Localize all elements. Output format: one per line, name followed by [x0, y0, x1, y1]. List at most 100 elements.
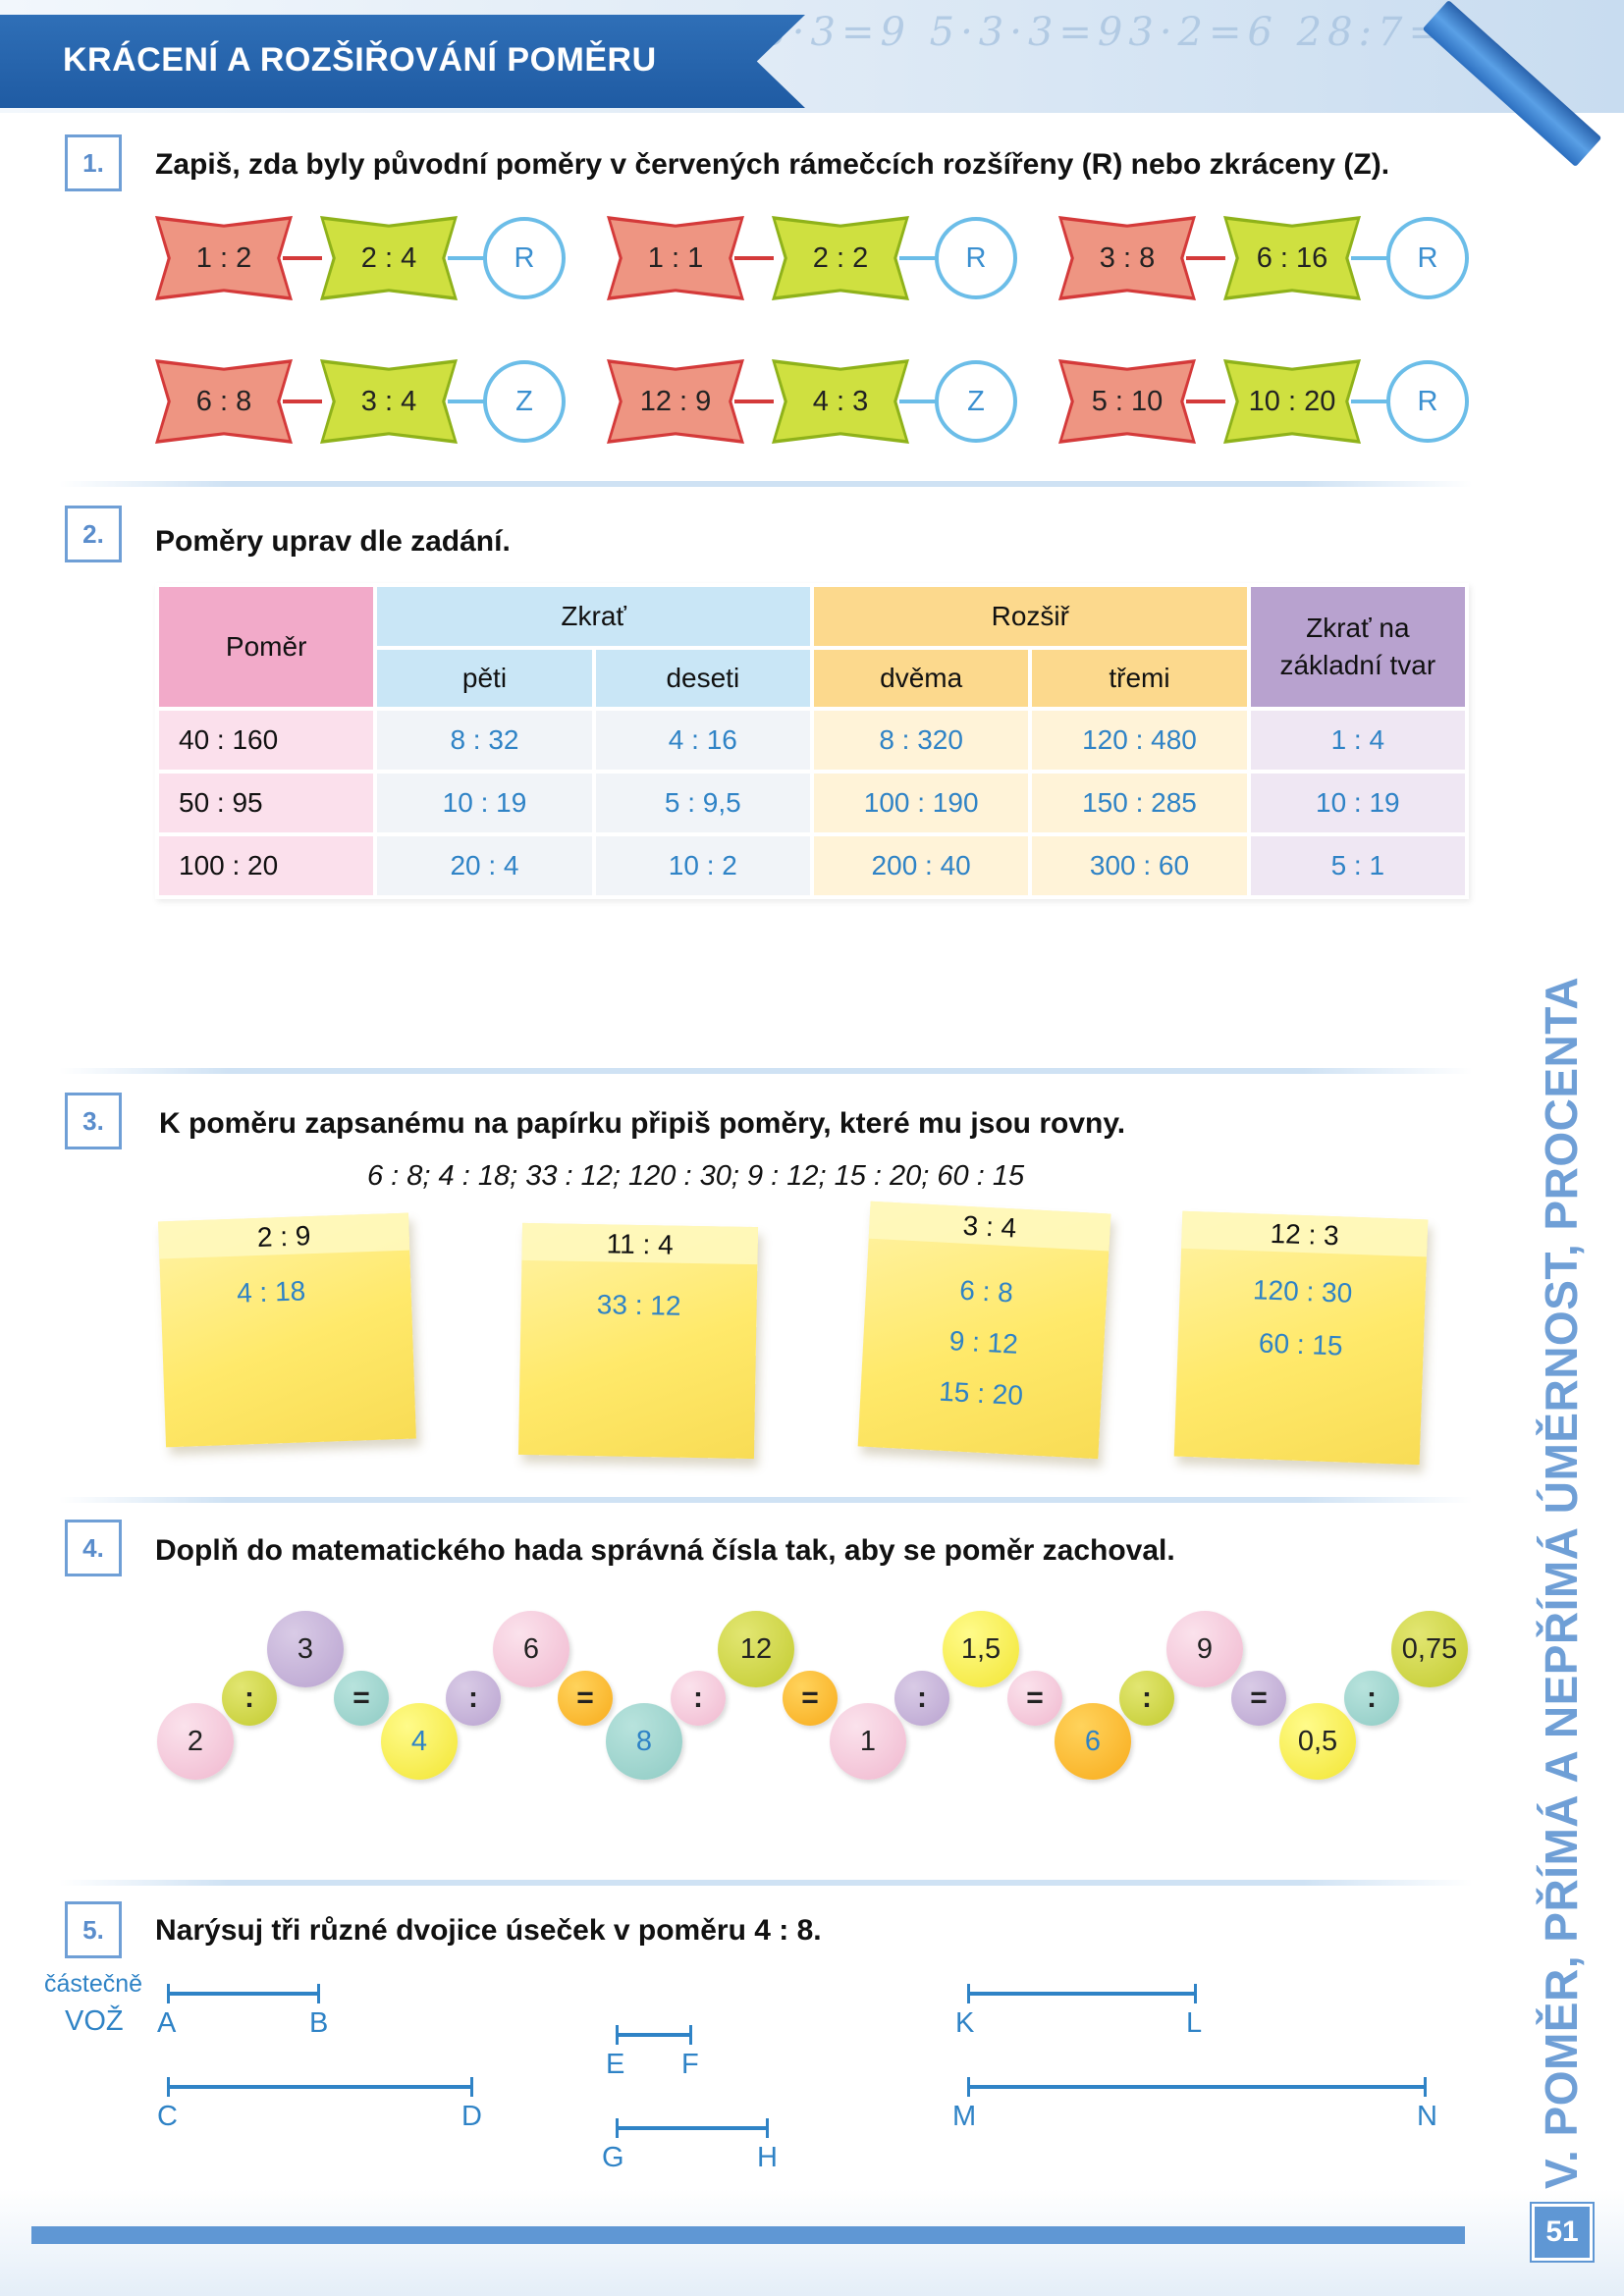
answer-circle[interactable]: Z [935, 360, 1017, 443]
cell-answer[interactable]: 100 : 190 [813, 774, 1029, 832]
answer-circle[interactable]: Z [483, 360, 566, 443]
result-ratio-frame: 3 : 4 [320, 359, 458, 444]
cell-answer[interactable]: 10 : 19 [377, 774, 592, 832]
original-ratio-frame: 3 : 8 [1058, 216, 1196, 300]
note-answer[interactable]: 9 : 12 [948, 1325, 1019, 1360]
cell-answer[interactable]: 10 : 2 [595, 836, 810, 895]
result-ratio: 3 : 4 [360, 385, 417, 417]
number-bubble[interactable]: 4 [381, 1703, 458, 1780]
footer-bar [31, 2226, 1465, 2244]
original-ratio: 1 : 1 [647, 241, 704, 274]
separator [59, 1497, 1473, 1503]
number-bubble[interactable]: 9 [1166, 1611, 1243, 1687]
operator-bubble: : [1344, 1671, 1399, 1726]
header-zakladni: Zkrať na základní tvar [1250, 587, 1465, 707]
point-label: G [602, 2142, 624, 2173]
sticky-note: 12 : 3 120 : 30 60 : 15 [1173, 1210, 1429, 1466]
segment-ef [616, 2025, 692, 2045]
task-1-text: Zapiš, zda byly původní poměry v červený… [155, 148, 1390, 181]
number-bubble[interactable]: 6 [493, 1611, 569, 1687]
original-ratio: 6 : 8 [195, 385, 252, 417]
number-bubble[interactable]: 8 [606, 1703, 682, 1780]
separator [59, 1068, 1473, 1074]
note-answer[interactable]: 15 : 20 [938, 1375, 1024, 1412]
note-answer[interactable]: 60 : 15 [1258, 1327, 1344, 1362]
number-bubble[interactable]: 0,75 [1391, 1611, 1468, 1687]
cell-answer[interactable]: 5 : 1 [1250, 836, 1465, 895]
note-answer[interactable]: 120 : 30 [1252, 1274, 1353, 1308]
operator-bubble: = [783, 1671, 838, 1726]
point-label: B [309, 2007, 329, 2039]
number-bubble[interactable]: 3 [267, 1611, 344, 1687]
table-row: 50 : 95 10 : 19 5 : 9,5 100 : 190 150 : … [159, 774, 1465, 832]
result-ratio: 10 : 20 [1248, 385, 1336, 417]
result-ratio-frame: 2 : 2 [772, 216, 909, 300]
number-bubble[interactable]: 0,5 [1279, 1703, 1356, 1780]
cell-answer[interactable]: 120 : 480 [1032, 711, 1247, 770]
connector-line [734, 400, 774, 403]
number-bubble[interactable]: 1,5 [943, 1611, 1019, 1687]
cell-answer[interactable]: 8 : 320 [813, 711, 1029, 770]
table-row: 100 : 20 20 : 4 10 : 2 200 : 40 300 : 60… [159, 836, 1465, 895]
sticky-note: 2 : 9 4 : 18 [158, 1212, 416, 1448]
operator-bubble: : [446, 1671, 501, 1726]
cell-answer[interactable]: 8 : 32 [377, 711, 592, 770]
result-ratio: 4 : 3 [812, 385, 869, 417]
ratio-table: Poměr Zkrať Rozšiř Zkrať na základní tva… [155, 583, 1469, 899]
original-ratio-frame: 1 : 1 [607, 216, 744, 300]
cell-pomer: 50 : 95 [159, 774, 374, 832]
connector-line [1351, 256, 1390, 260]
cell-answer[interactable]: 300 : 60 [1032, 836, 1247, 895]
point-label: K [955, 2007, 975, 2039]
note-answer[interactable]: 6 : 8 [958, 1274, 1014, 1308]
title-banner [0, 15, 805, 108]
point-label: D [461, 2101, 482, 2132]
number-bubble[interactable]: 12 [718, 1611, 794, 1687]
connector-line [899, 400, 939, 403]
note-answer[interactable]: 33 : 12 [596, 1289, 681, 1321]
header-deseti: deseti [595, 650, 810, 707]
connector-line [283, 256, 322, 260]
sticky-note: 3 : 4 6 : 8 9 : 12 15 : 20 [857, 1201, 1111, 1460]
number-bubble[interactable]: 2 [157, 1703, 234, 1780]
header-rozsir: Rozšiř [813, 587, 1247, 646]
cell-answer[interactable]: 200 : 40 [813, 836, 1029, 895]
connector-line [1186, 400, 1225, 403]
result-ratio: 2 : 2 [812, 241, 869, 274]
operator-bubble: = [558, 1671, 613, 1726]
task-5-number: 5. [65, 1901, 122, 1958]
cell-answer[interactable]: 150 : 285 [1032, 774, 1247, 832]
table-row: 40 : 160 8 : 32 4 : 16 8 : 320 120 : 480… [159, 711, 1465, 770]
cell-pomer: 100 : 20 [159, 836, 374, 895]
header-tremi: třemi [1032, 650, 1247, 707]
cell-answer[interactable]: 10 : 19 [1250, 774, 1465, 832]
cell-answer[interactable]: 20 : 4 [377, 836, 592, 895]
number-bubble[interactable]: 1 [830, 1703, 906, 1780]
cell-answer[interactable]: 1 : 4 [1250, 711, 1465, 770]
original-ratio: 5 : 10 [1091, 385, 1164, 417]
grade-note-2: VOŽ [65, 2005, 124, 2037]
connector-line [1351, 400, 1390, 403]
header-scribble: 3·3=9 5·3·3=93·2=6 28:7= [761, 10, 1447, 55]
answer-circle[interactable]: R [1386, 217, 1469, 299]
point-label: F [681, 2049, 699, 2080]
point-label: H [757, 2142, 778, 2173]
note-answer[interactable]: 4 : 18 [236, 1275, 306, 1308]
number-bubble[interactable]: 6 [1055, 1703, 1131, 1780]
operator-bubble: = [1007, 1671, 1062, 1726]
original-ratio: 3 : 8 [1099, 241, 1156, 274]
cell-answer[interactable]: 5 : 9,5 [595, 774, 810, 832]
separator [59, 1880, 1473, 1886]
point-label: C [157, 2101, 178, 2132]
answer-circle[interactable]: R [483, 217, 566, 299]
segment-ab [167, 1984, 320, 2003]
task-1-number: 1. [65, 134, 122, 191]
connector-line [448, 256, 487, 260]
note-title: 11 : 4 [606, 1228, 674, 1260]
chapter-title: V. POMĚR, PŘÍMÁ A NEPŘÍMÁ ÚMĚRNOST, PROC… [1536, 976, 1587, 2189]
answer-circle[interactable]: R [1386, 360, 1469, 443]
connector-line [899, 256, 939, 260]
cell-answer[interactable]: 4 : 16 [595, 711, 810, 770]
segment-mn [967, 2077, 1427, 2097]
answer-circle[interactable]: R [935, 217, 1017, 299]
